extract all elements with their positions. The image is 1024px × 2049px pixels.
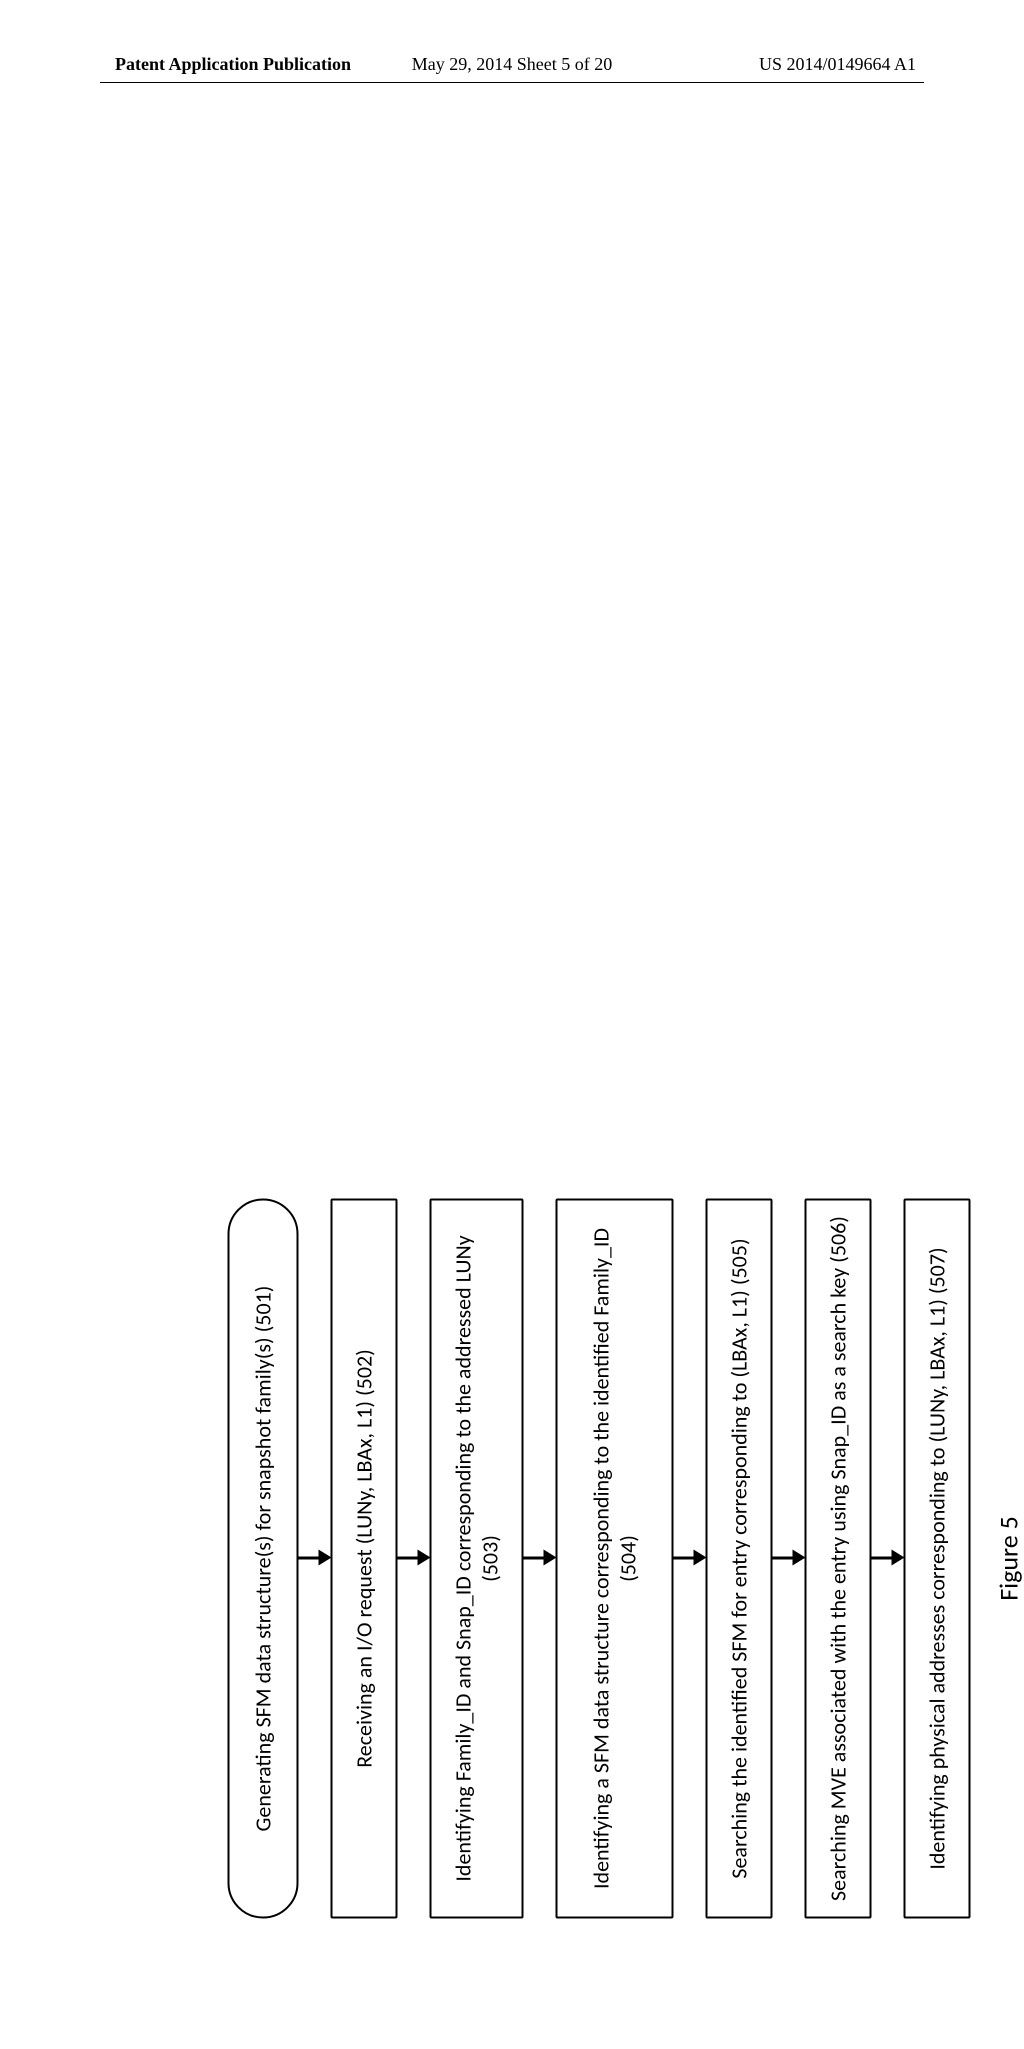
flowchart: Generating SFM data structure(s) for sna… bbox=[228, 1069, 1024, 2049]
page: Patent Application Publication May 29, 2… bbox=[0, 0, 1024, 1320]
figure-label: Figure 5 bbox=[993, 1516, 1024, 1601]
flowchart-rotated-container: Generating SFM data structure(s) for sna… bbox=[598, 579, 1024, 1559]
flow-step-501: Generating SFM data structure(s) for sna… bbox=[228, 1199, 299, 1919]
flow-step-506: Searching MVE associated with the entry … bbox=[805, 1199, 872, 1919]
header-rule bbox=[100, 82, 924, 83]
flow-step-504: Identifying a SFM data structure corresp… bbox=[556, 1199, 674, 1919]
header-right: US 2014/0149664 A1 bbox=[759, 54, 916, 75]
flow-step-505: Searching the identified SFM for entry c… bbox=[706, 1199, 773, 1919]
flow-step-507: Identifying physical addresses correspon… bbox=[904, 1199, 971, 1919]
flow-step-502: Receiving an I/O request (LUNy, LBAx, L1… bbox=[331, 1199, 398, 1919]
flow-step-503: Identifying Family_ID and Snap_ID corres… bbox=[430, 1199, 524, 1919]
